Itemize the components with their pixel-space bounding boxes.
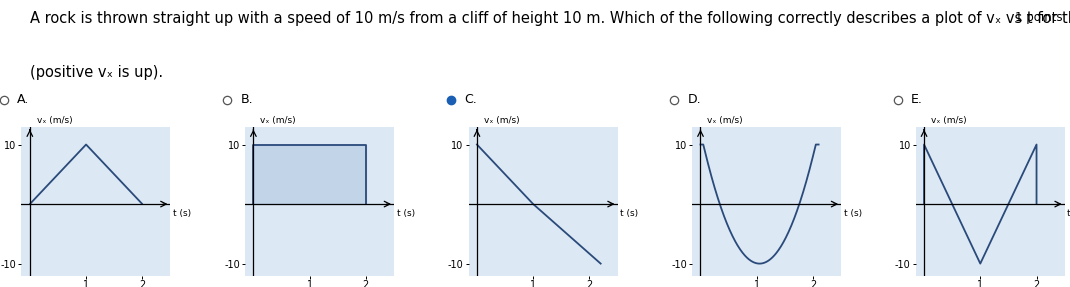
Text: t (s): t (s): [1068, 209, 1070, 218]
Text: 1 points: 1 points: [1015, 11, 1063, 24]
Text: vₓ (m/s): vₓ (m/s): [484, 116, 519, 125]
Text: (positive vₓ is up).: (positive vₓ is up).: [30, 65, 163, 80]
Text: t (s): t (s): [173, 209, 192, 218]
Text: E.: E.: [912, 93, 923, 106]
Text: B.: B.: [241, 93, 254, 106]
Text: t (s): t (s): [397, 209, 415, 218]
Text: vₓ (m/s): vₓ (m/s): [931, 116, 966, 125]
Text: A rock is thrown straight up with a speed of 10 m/s from a cliff of height 10 m.: A rock is thrown straight up with a spee…: [30, 11, 1070, 26]
Text: t (s): t (s): [844, 209, 862, 218]
Text: vₓ (m/s): vₓ (m/s): [707, 116, 743, 125]
Text: D.: D.: [688, 93, 701, 106]
Text: vₓ (m/s): vₓ (m/s): [260, 116, 295, 125]
Text: C.: C.: [464, 93, 477, 106]
Text: A.: A.: [17, 93, 29, 106]
Text: t (s): t (s): [621, 209, 639, 218]
Text: vₓ (m/s): vₓ (m/s): [36, 116, 72, 125]
